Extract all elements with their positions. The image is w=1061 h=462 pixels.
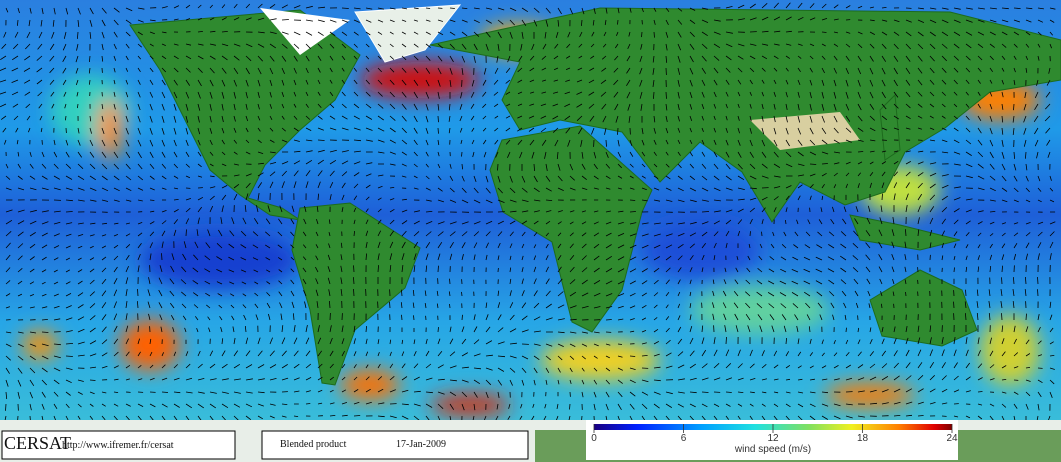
date: 17-Jan-2009	[396, 439, 446, 450]
wind-arrows	[0, 2, 1056, 423]
plateau	[750, 112, 860, 150]
greenland	[354, 4, 462, 63]
colorbar-tick-label: 12	[767, 433, 779, 444]
land	[129, 7, 1061, 386]
credit-box	[1, 430, 236, 460]
url: http://www.ifremer.fr/cersat	[62, 440, 174, 451]
product-box	[261, 430, 529, 460]
colorbar-tick-label: 18	[857, 433, 869, 444]
colorbar-tick-label: 6	[681, 433, 687, 444]
colorbar-tick-label: 0	[591, 433, 597, 444]
product: Blended product	[280, 439, 347, 450]
colorbar-label: wind speed (m/s)	[734, 444, 811, 455]
logo: CERSAT	[4, 433, 71, 453]
colorbar-tick-label: 24	[946, 433, 958, 444]
